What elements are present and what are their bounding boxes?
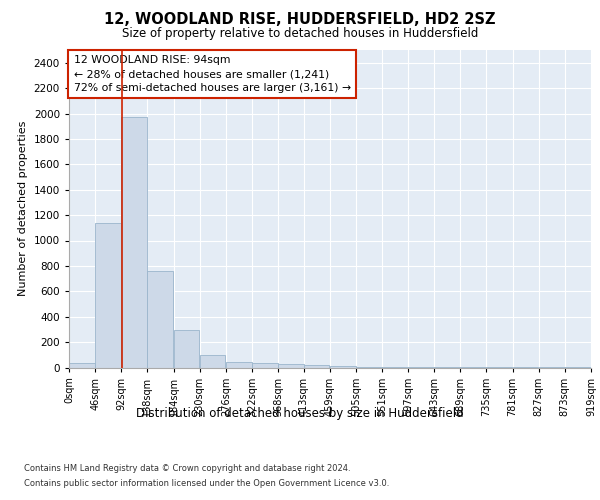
Bar [200,355,226,368]
Bar [173,330,199,368]
Text: Contains public sector information licensed under the Open Government Licence v3: Contains public sector information licen… [24,479,389,488]
Bar [304,365,329,368]
Bar [121,118,147,368]
Bar [356,367,382,368]
Text: Contains HM Land Registry data © Crown copyright and database right 2024.: Contains HM Land Registry data © Crown c… [24,464,350,473]
Bar [252,363,278,368]
Bar [278,364,304,368]
Bar [69,363,95,368]
Bar [148,271,173,368]
Y-axis label: Number of detached properties: Number of detached properties [18,121,28,296]
Bar [226,362,251,368]
Bar [95,222,121,368]
Text: Distribution of detached houses by size in Huddersfield: Distribution of detached houses by size … [136,408,464,420]
Text: 12, WOODLAND RISE, HUDDERSFIELD, HD2 2SZ: 12, WOODLAND RISE, HUDDERSFIELD, HD2 2SZ [104,12,496,28]
Text: Size of property relative to detached houses in Huddersfield: Size of property relative to detached ho… [122,28,478,40]
Text: 12 WOODLAND RISE: 94sqm
← 28% of detached houses are smaller (1,241)
72% of semi: 12 WOODLAND RISE: 94sqm ← 28% of detache… [74,55,350,93]
Bar [330,366,356,368]
